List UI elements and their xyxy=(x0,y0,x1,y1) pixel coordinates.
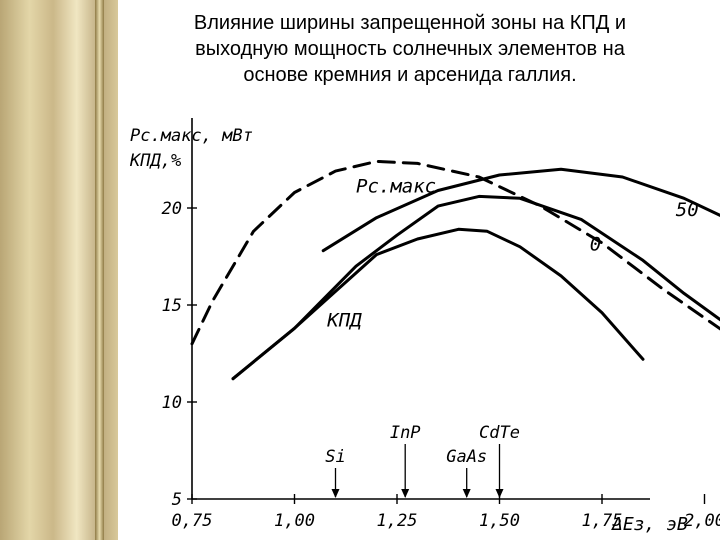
curve-label: 0 xyxy=(590,234,601,256)
y-tick-label: 5 xyxy=(172,490,182,510)
series-line-3 xyxy=(190,159,720,346)
x-tick-label: 2,00 xyxy=(684,511,720,531)
material-arrow-head xyxy=(462,489,471,498)
material-arrow-head xyxy=(495,489,504,498)
curve-label: 50 xyxy=(676,199,699,221)
slide-title: Влияние ширины запрещенной зоны на КПД и… xyxy=(130,10,690,88)
decorative-side-bar xyxy=(95,0,104,540)
series-line-1 xyxy=(231,194,720,381)
y-tick-label: 15 xyxy=(162,296,182,316)
material-label-si: Si xyxy=(325,447,345,467)
title-line-1: Влияние ширины запрещенной зоны на КПД и xyxy=(193,12,627,34)
curve-label: КПД xyxy=(326,309,362,331)
material-label-gaas: GaAs xyxy=(446,447,487,467)
series-line-0 xyxy=(321,167,720,253)
material-arrow-head xyxy=(401,489,410,498)
title-line-2: выходную мощность солнечных элементов на xyxy=(195,38,625,60)
x-tick-label: 1,00 xyxy=(274,511,315,531)
curve-label: Pс.макс xyxy=(356,175,436,197)
material-arrow-head xyxy=(331,489,340,498)
material-label-cdte: CdTe xyxy=(479,423,520,443)
y-tick-label: 20 xyxy=(162,199,182,219)
x-axis-label: ΔEз, эВ xyxy=(611,514,688,535)
title-line-3: основе кремния и арсенида галлия. xyxy=(243,64,577,86)
x-tick-label: 0,75 xyxy=(172,511,213,531)
y-axis-label-efficiency: КПД,% xyxy=(129,151,181,171)
y-tick-label: 10 xyxy=(162,393,182,413)
x-tick-label: 1,75 xyxy=(582,511,623,531)
x-tick-label: 1,25 xyxy=(377,511,418,531)
x-tick-label: 1,50 xyxy=(479,511,520,531)
material-label-inp: InP xyxy=(390,423,421,443)
series-line-2 xyxy=(231,227,645,381)
